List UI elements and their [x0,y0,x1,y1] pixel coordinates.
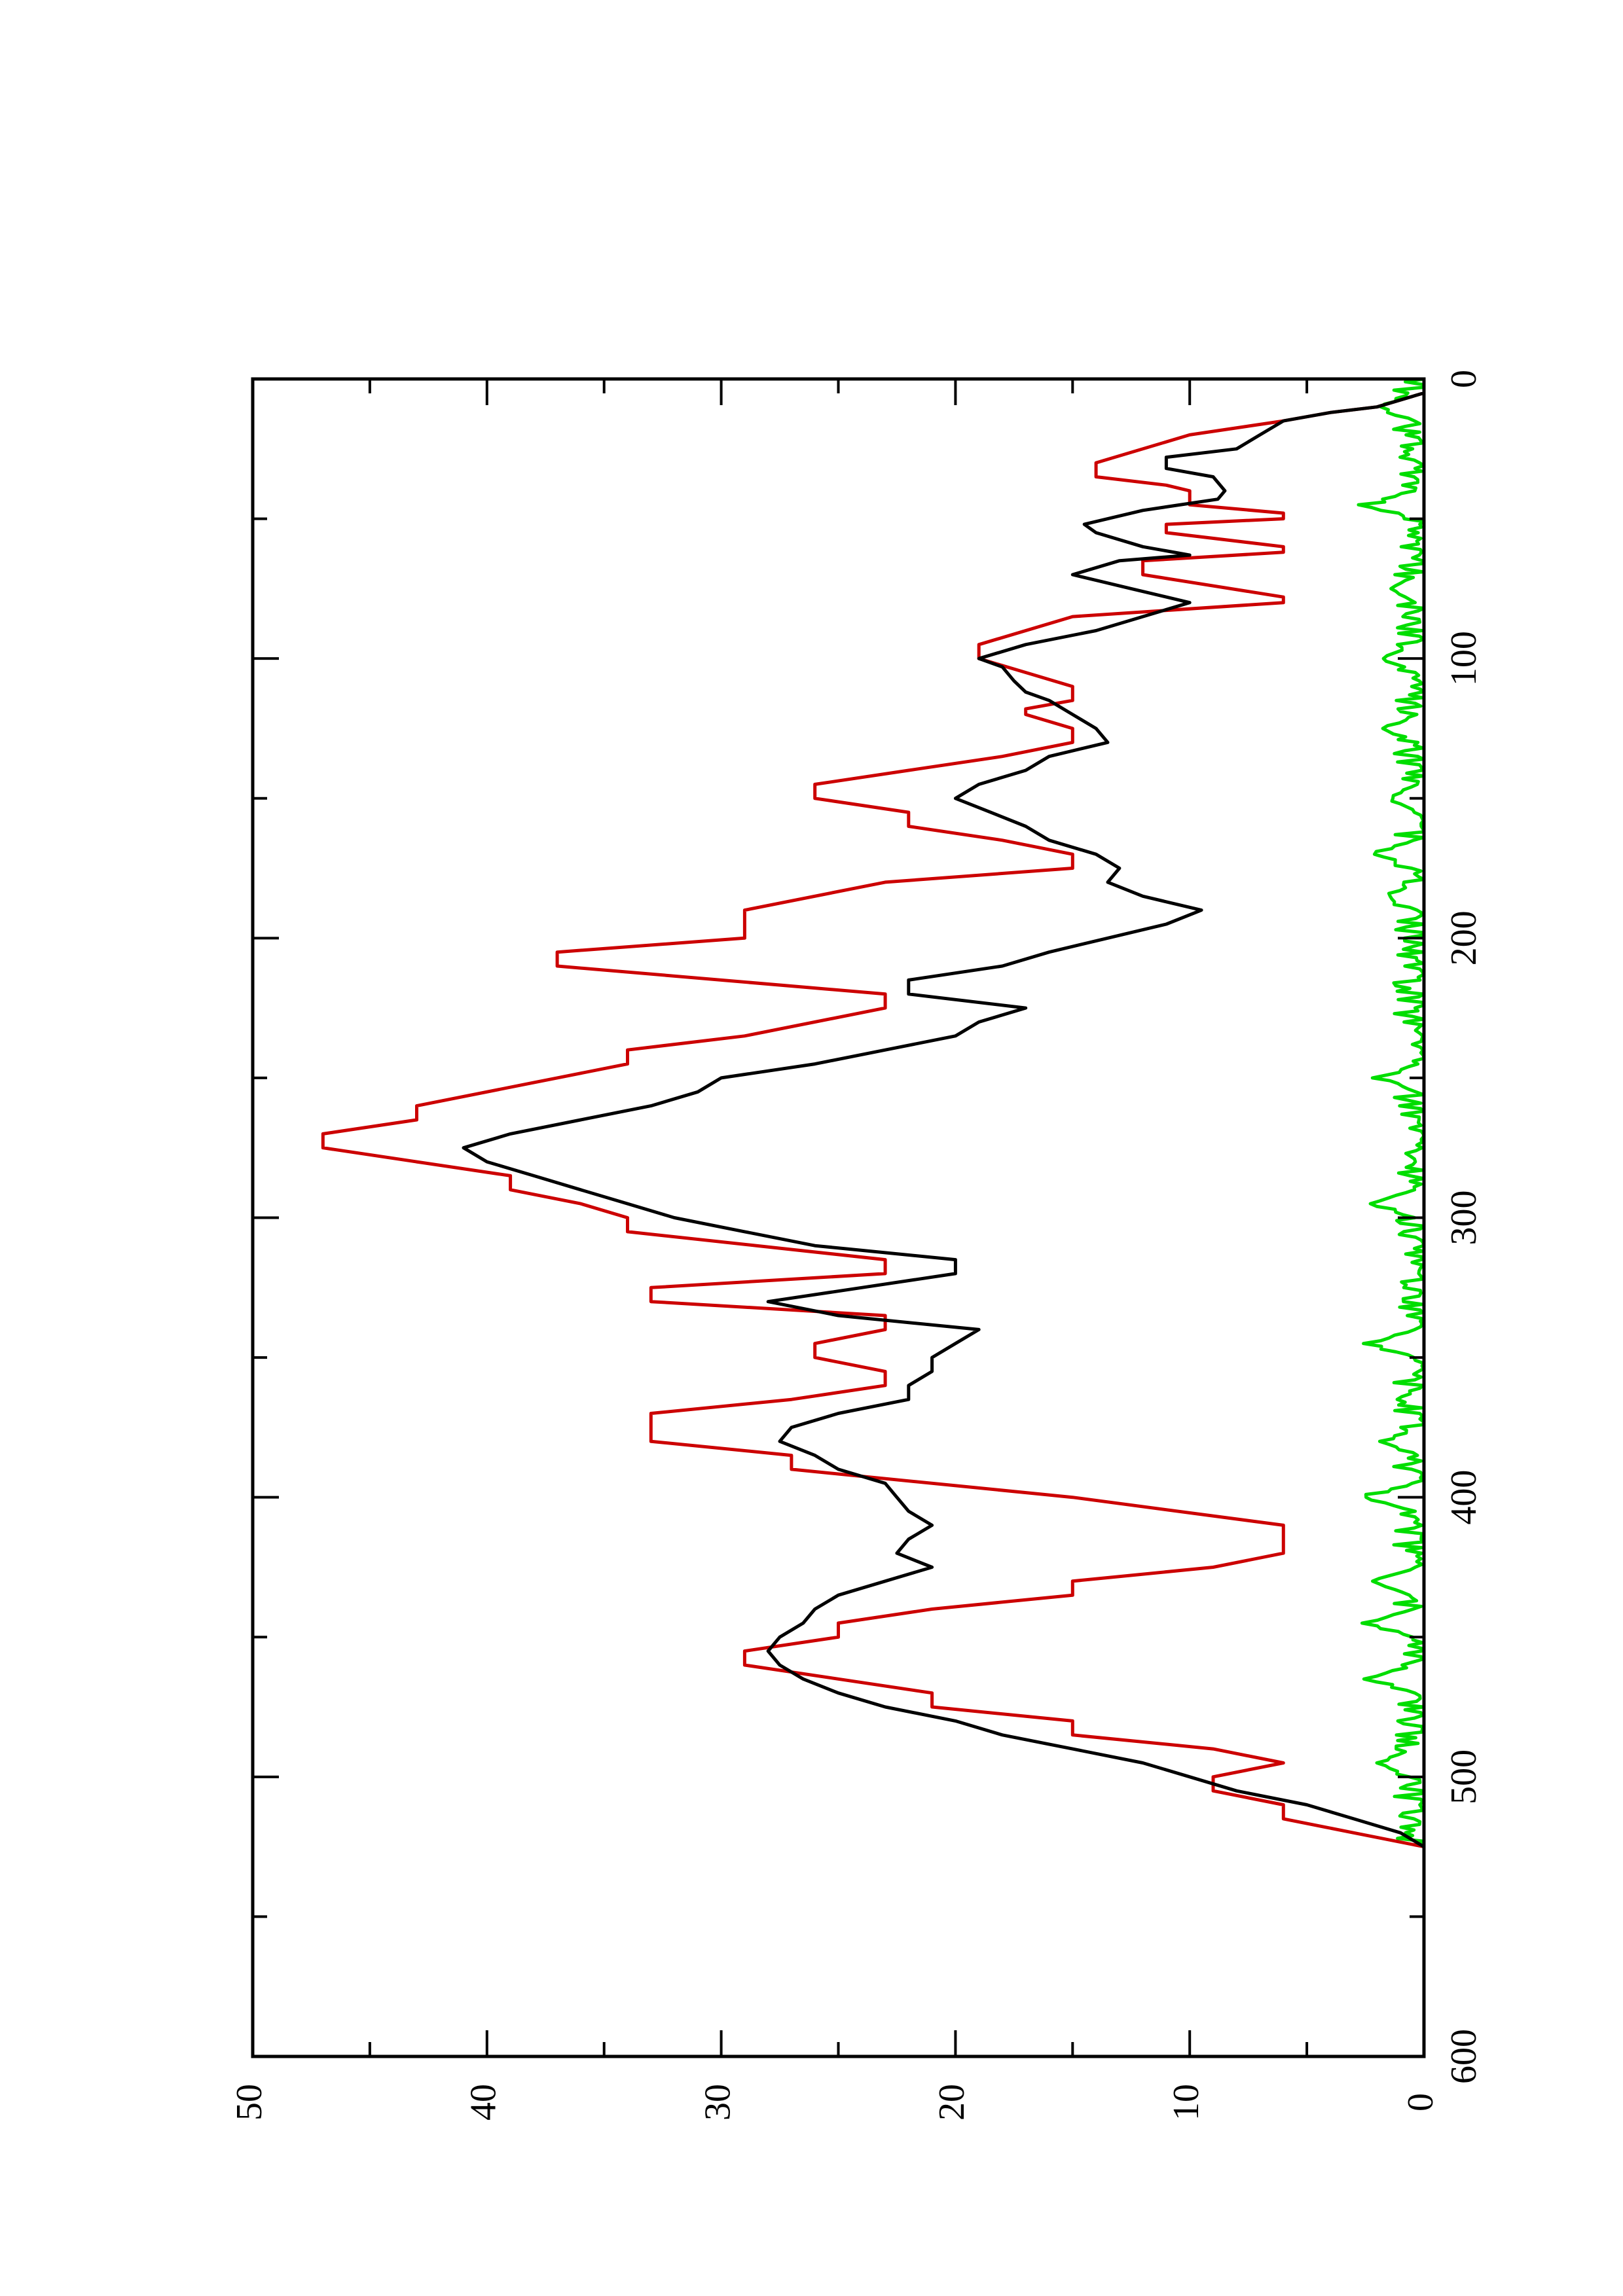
series-layer [321,377,1426,1849]
ticks-layer [251,378,1425,2058]
series-line-1 [321,377,1426,1849]
y-tick-label: 40 [464,2084,504,2121]
x-tick-label: 300 [1444,1191,1484,1246]
y-tick-label: 30 [697,2084,738,2121]
x-tick-label: 500 [1444,1749,1484,1804]
x-tick-label: 600 [1444,2029,1484,2084]
x-tick-label: 200 [1444,910,1484,965]
y-tick-label: 20 [932,2084,972,2121]
series-line-2 [462,377,1426,1849]
y-tick-label: 50 [229,2084,270,2121]
series-line-3 [1357,377,1426,1849]
y-tick-label: 10 [1166,2084,1207,2121]
x-tick-label: 400 [1444,1470,1484,1525]
x-tick-label: 100 [1444,631,1484,686]
x-tick-label: 0 [1444,370,1484,388]
y-tick-label: 0 [1400,2093,1441,2111]
